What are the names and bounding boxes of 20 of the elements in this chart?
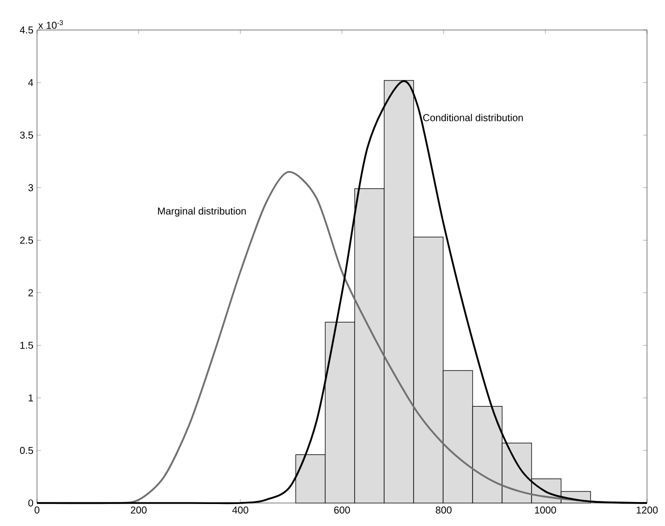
y-tick-label: 2.5 [20, 236, 34, 244]
x-tick-label: 200 [130, 506, 147, 514]
y-tick-label: 0 [28, 499, 34, 507]
x-tick-label: 600 [334, 506, 350, 514]
y-tick-label: 4 [28, 79, 34, 86]
x-tick-label: 400 [232, 506, 248, 514]
y-tick-label: 2 [28, 289, 33, 296]
x-tick-label: 800 [436, 506, 452, 514]
y-tick-label: 3.5 [20, 132, 34, 139]
y-tick-label: 1.5 [20, 342, 34, 349]
x-tick-label: 1200 [636, 506, 658, 514]
y-tick-label: 4.5 [20, 26, 34, 34]
series-label: Marginal distribution [158, 207, 246, 217]
x-tick-label: 0 [34, 506, 40, 514]
y-tick-label: 1 [28, 394, 33, 402]
x-tick-label: 1000 [535, 506, 556, 514]
series-label: Conditional distribution [423, 114, 523, 122]
y-tick-label: 3 [28, 184, 34, 192]
y-tick-label: 0.5 [20, 446, 34, 454]
text: x 10$^{-3}$ [38, 20, 63, 29]
